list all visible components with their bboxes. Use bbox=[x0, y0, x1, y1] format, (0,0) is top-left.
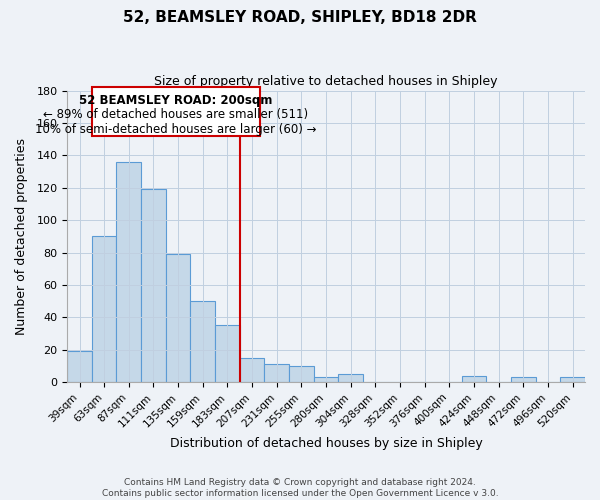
Bar bbox=[141, 190, 166, 382]
Bar bbox=[166, 254, 190, 382]
Bar bbox=[462, 376, 487, 382]
Bar bbox=[265, 364, 289, 382]
FancyBboxPatch shape bbox=[92, 88, 260, 136]
Bar bbox=[511, 377, 536, 382]
Bar bbox=[190, 301, 215, 382]
Bar bbox=[314, 377, 338, 382]
X-axis label: Distribution of detached houses by size in Shipley: Distribution of detached houses by size … bbox=[170, 437, 482, 450]
Bar bbox=[92, 236, 116, 382]
Text: ← 89% of detached houses are smaller (511): ← 89% of detached houses are smaller (51… bbox=[43, 108, 308, 122]
Text: 10% of semi-detached houses are larger (60) →: 10% of semi-detached houses are larger (… bbox=[35, 123, 316, 136]
Bar bbox=[215, 326, 240, 382]
Bar bbox=[289, 366, 314, 382]
Bar bbox=[116, 162, 141, 382]
Bar bbox=[338, 374, 363, 382]
Text: 52 BEAMSLEY ROAD: 200sqm: 52 BEAMSLEY ROAD: 200sqm bbox=[79, 94, 272, 107]
Text: Contains HM Land Registry data © Crown copyright and database right 2024.
Contai: Contains HM Land Registry data © Crown c… bbox=[101, 478, 499, 498]
Bar bbox=[240, 358, 265, 382]
Bar bbox=[67, 352, 92, 382]
Bar bbox=[560, 377, 585, 382]
Title: Size of property relative to detached houses in Shipley: Size of property relative to detached ho… bbox=[154, 75, 498, 88]
Text: 52, BEAMSLEY ROAD, SHIPLEY, BD18 2DR: 52, BEAMSLEY ROAD, SHIPLEY, BD18 2DR bbox=[123, 10, 477, 25]
Y-axis label: Number of detached properties: Number of detached properties bbox=[15, 138, 28, 335]
